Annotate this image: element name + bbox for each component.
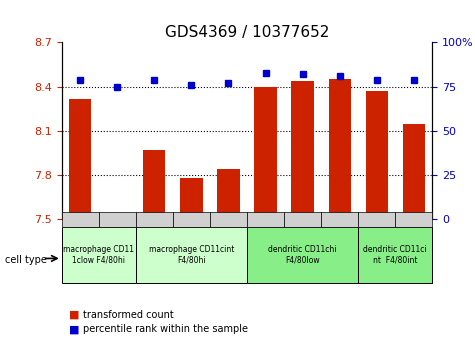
FancyBboxPatch shape — [62, 227, 136, 283]
Text: macrophage CD11
1clow F4/80hi: macrophage CD11 1clow F4/80hi — [63, 245, 134, 264]
FancyBboxPatch shape — [395, 212, 432, 227]
Bar — [218, 169, 239, 219]
FancyBboxPatch shape — [99, 212, 136, 227]
FancyBboxPatch shape — [284, 212, 321, 227]
Bar — [143, 150, 165, 219]
FancyBboxPatch shape — [247, 227, 358, 283]
Bar — [329, 79, 351, 219]
Text: ■: ■ — [69, 324, 79, 334]
Bar — [69, 98, 91, 219]
Text: dendritic CD11chi
F4/80low: dendritic CD11chi F4/80low — [268, 245, 337, 264]
Bar — [366, 91, 388, 219]
Bar — [106, 215, 128, 219]
FancyBboxPatch shape — [173, 212, 210, 227]
Text: percentile rank within the sample: percentile rank within the sample — [83, 324, 248, 334]
Text: ■: ■ — [69, 310, 79, 320]
Text: cell type: cell type — [5, 255, 47, 265]
FancyBboxPatch shape — [358, 212, 395, 227]
Title: GDS4369 / 10377652: GDS4369 / 10377652 — [165, 25, 329, 40]
FancyBboxPatch shape — [62, 212, 99, 227]
FancyBboxPatch shape — [321, 212, 358, 227]
FancyBboxPatch shape — [247, 212, 284, 227]
Bar — [292, 81, 314, 219]
FancyBboxPatch shape — [358, 227, 432, 283]
Text: transformed count: transformed count — [83, 310, 174, 320]
FancyBboxPatch shape — [136, 212, 173, 227]
FancyBboxPatch shape — [210, 212, 247, 227]
Text: macrophage CD11cint
F4/80hi: macrophage CD11cint F4/80hi — [149, 245, 234, 264]
Bar — [403, 124, 425, 219]
Bar — [180, 178, 202, 219]
FancyBboxPatch shape — [136, 227, 247, 283]
Text: dendritic CD11ci
nt  F4/80int: dendritic CD11ci nt F4/80int — [363, 245, 427, 264]
Bar — [255, 87, 276, 219]
